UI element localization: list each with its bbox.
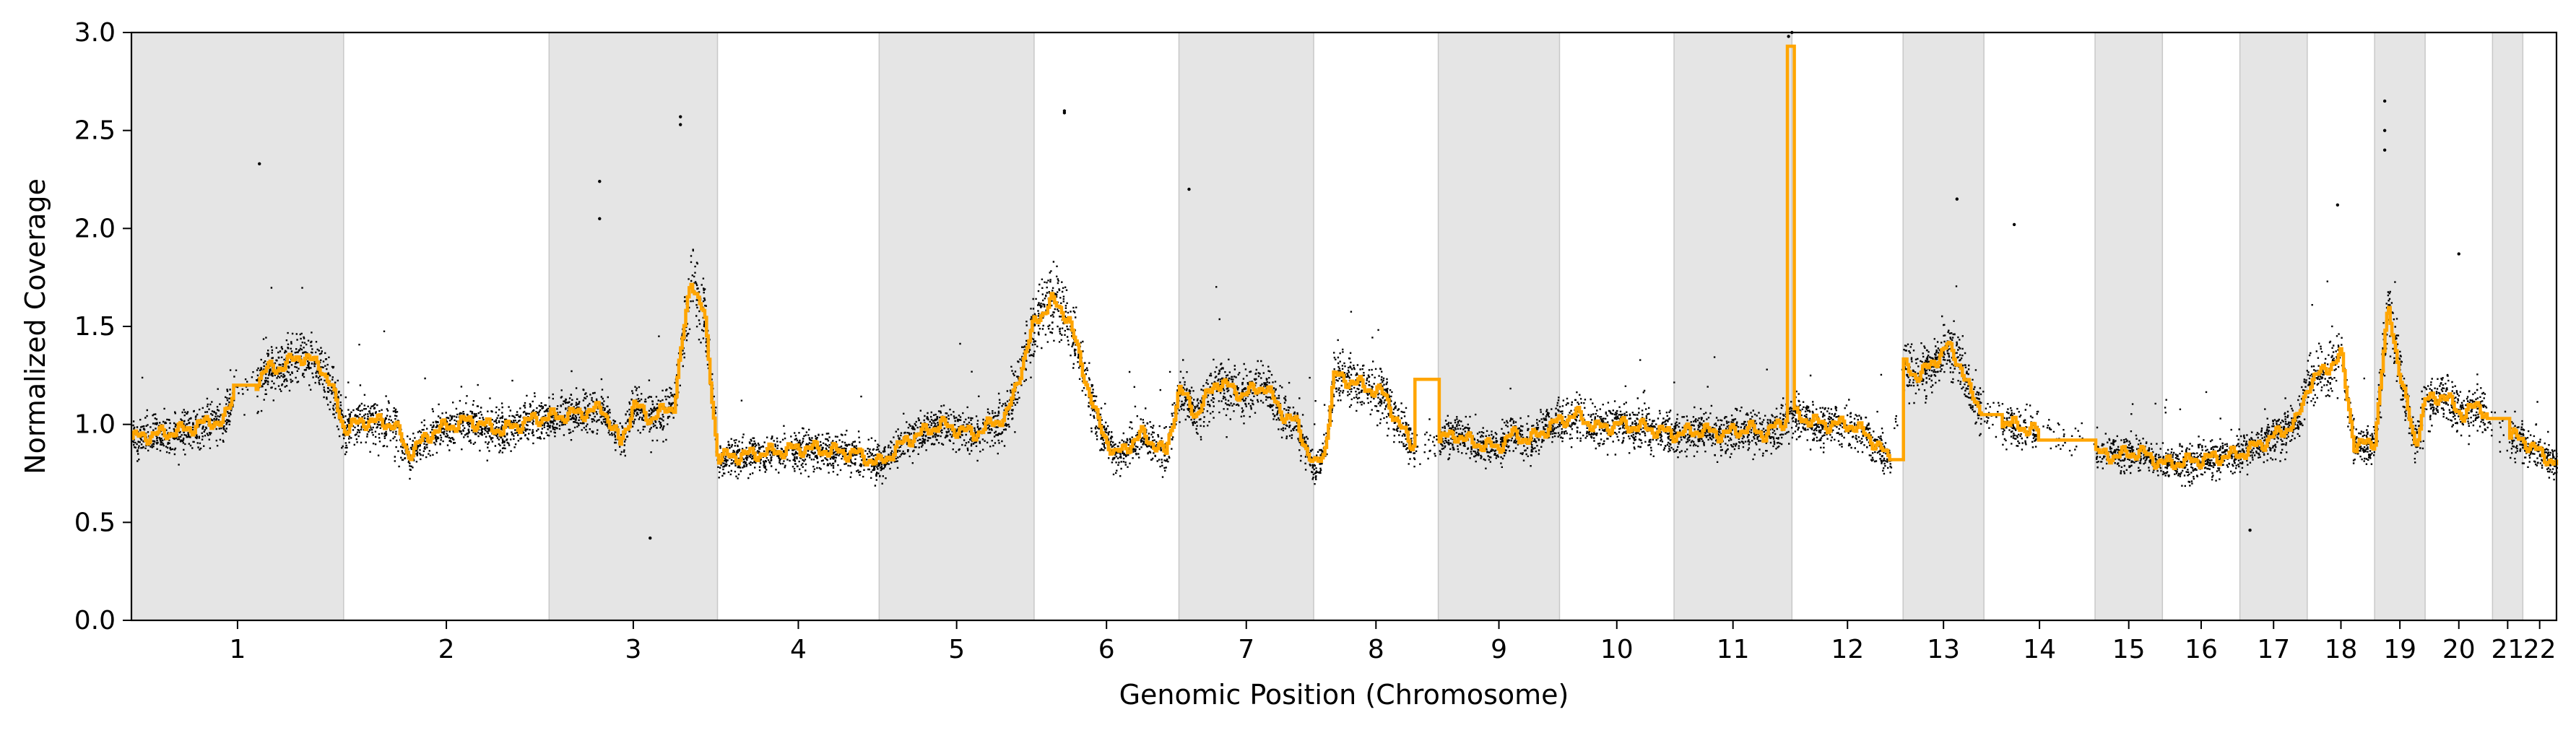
chromosome-band-13 <box>1902 32 1985 621</box>
outlier-point <box>2382 148 2387 152</box>
chromosome-band-11 <box>1673 32 1793 621</box>
x-tick-label-chr-19: 19 <box>2383 635 2416 664</box>
x-tick-label-chr-16: 16 <box>2185 635 2218 664</box>
outlier-point <box>679 123 682 126</box>
chromosome-band-9 <box>1437 32 1561 621</box>
x-tick-label-chr-18: 18 <box>2325 635 2358 664</box>
outlier-point <box>1187 187 1191 191</box>
x-tick-label-chr-22: 22 <box>2523 635 2557 664</box>
outlier-point <box>2382 129 2387 132</box>
outlier-point <box>1955 197 1959 201</box>
x-tick-label-chr-11: 11 <box>1717 635 1750 664</box>
chromosome-band-1 <box>131 32 344 621</box>
x-tick-label-chr-14: 14 <box>2023 635 2056 664</box>
outlier-point <box>258 162 261 165</box>
x-tick-label-chr-17: 17 <box>2257 635 2290 664</box>
outlier-point <box>2336 203 2340 207</box>
y-tick-label: 0.5 <box>74 508 116 537</box>
x-axis-title: Genomic Position (Chromosome) <box>1119 679 1569 711</box>
outlier-point <box>1787 35 1790 38</box>
segment-line <box>131 44 2559 471</box>
outlier-point <box>2382 99 2387 103</box>
x-tick-label-chr-4: 4 <box>790 635 807 664</box>
outlier-point <box>2012 222 2016 227</box>
chromosome-band-21 <box>2492 32 2524 621</box>
chromosome-band-17 <box>2239 32 2308 621</box>
outlier-point <box>598 180 602 183</box>
y-tick-label: 1.0 <box>74 410 116 440</box>
outlier-point <box>598 217 602 220</box>
x-tick-label-chr-8: 8 <box>1368 635 1384 664</box>
outlier-point <box>679 115 682 118</box>
y-tick-label: 2.0 <box>74 214 116 243</box>
y-axis-title: Normalized Coverage <box>19 178 51 474</box>
y-axis: 0.0 0.5 1.0 1.5 2.0 2.5 3.0 <box>74 18 131 636</box>
x-tick-label-chr-12: 12 <box>1831 635 1864 664</box>
x-tick-label-chr-7: 7 <box>1238 635 1254 664</box>
segment-line-group <box>131 44 2559 471</box>
x-tick-label-chr-21: 21 <box>2491 635 2524 664</box>
x-tick-label-chr-20: 20 <box>2442 635 2476 664</box>
y-tick-label: 0.0 <box>74 606 116 636</box>
outlier-point <box>649 536 652 540</box>
data-points <box>131 30 2558 540</box>
y-tick-label: 1.5 <box>74 312 116 342</box>
outlier-point <box>2457 252 2460 256</box>
outlier-point <box>1062 111 1067 115</box>
x-tick-label-chr-13: 13 <box>1927 635 1960 664</box>
y-tick-label: 2.5 <box>74 116 116 146</box>
x-tick-label-chr-15: 15 <box>2112 635 2146 664</box>
chromosome-band-3 <box>548 32 719 621</box>
x-tick-label-chr-2: 2 <box>438 635 455 664</box>
x-tick-label-chr-10: 10 <box>1600 635 1634 664</box>
chromosome-bands <box>131 32 2524 621</box>
chromosome-band-7 <box>1178 32 1314 621</box>
x-tick-label-chr-6: 6 <box>1098 635 1115 664</box>
chromosome-band-15 <box>2094 32 2164 621</box>
outlier-point <box>2248 528 2252 532</box>
x-tick-label-chr-5: 5 <box>948 635 965 664</box>
x-tick-label-chr-1: 1 <box>229 635 246 664</box>
x-tick-label-chr-3: 3 <box>625 635 641 664</box>
x-tick-label-chr-9: 9 <box>1491 635 1507 664</box>
y-tick-label: 3.0 <box>74 18 116 48</box>
chromosome-band-19 <box>2374 32 2426 621</box>
chromosome-band-5 <box>878 32 1035 621</box>
